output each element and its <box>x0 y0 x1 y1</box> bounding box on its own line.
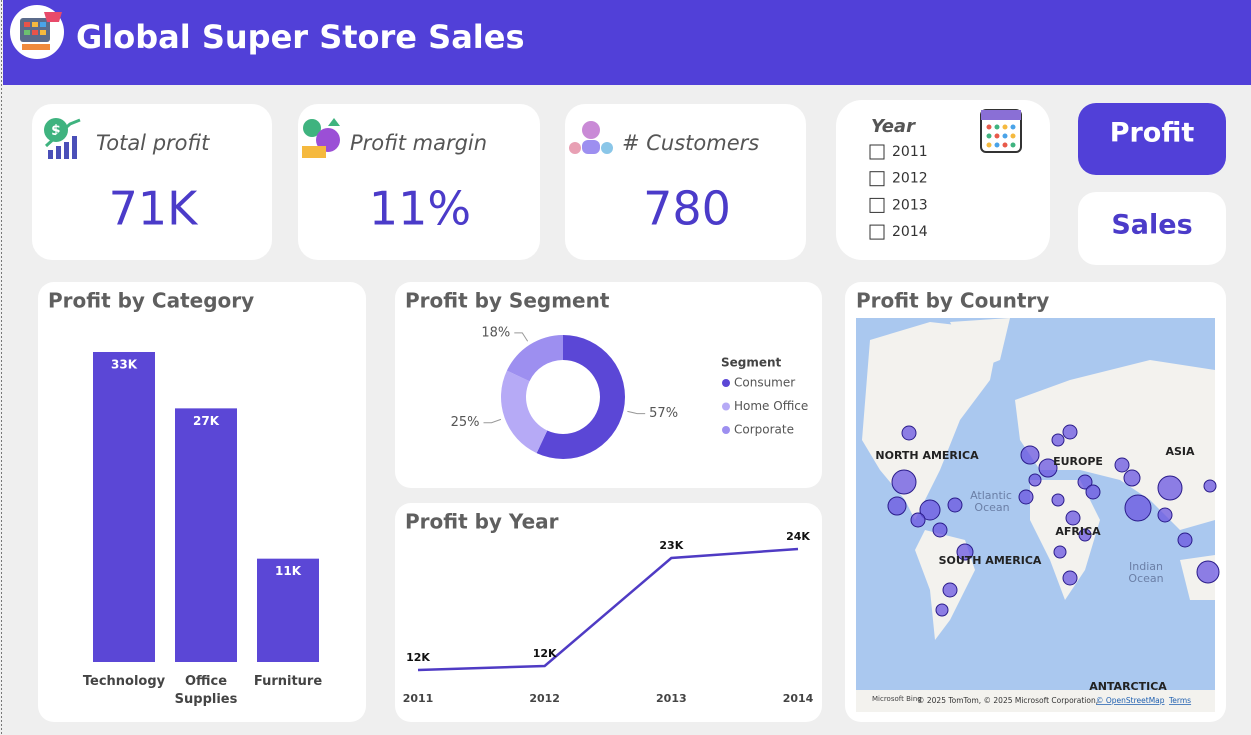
panel-title: Profit by Segment <box>405 289 610 313</box>
map-label: Ocean <box>1128 572 1163 585</box>
x-tick-label: 2011 <box>403 692 434 705</box>
point-label: 12K <box>406 651 430 664</box>
point-label: 12K <box>533 647 557 660</box>
kpi-value: 11% <box>369 182 471 236</box>
pie-slice <box>506 335 563 382</box>
bar-label: 27K <box>193 414 220 428</box>
kpi-label: # Customers <box>622 131 759 155</box>
bar-label: 11K <box>275 564 302 578</box>
bar <box>93 352 155 662</box>
point-label: 24K <box>786 530 810 543</box>
header-title: Global Super Store Sales <box>76 18 525 56</box>
x-label-box: Technology <box>82 674 166 689</box>
legend-label: Consumer <box>734 376 795 390</box>
checkbox[interactable] <box>869 171 885 187</box>
panel-title: Profit by Year <box>405 510 559 534</box>
kpi-value: 780 <box>643 182 731 236</box>
calendar-icon <box>980 109 1022 153</box>
kpi-card <box>32 104 272 260</box>
x-tick-label: 2014 <box>783 692 814 705</box>
bar <box>175 408 237 662</box>
map-label: EUROPE <box>1053 455 1103 468</box>
slice-label: 25% <box>451 415 480 430</box>
kpi-card <box>565 104 806 260</box>
panel-title: Profit by Country <box>856 289 1049 313</box>
filter-option: 2012 <box>892 171 928 187</box>
x-tick-label: Furniture <box>253 674 323 689</box>
map-terms[interactable]: Terms <box>1168 696 1191 705</box>
pie-slice <box>536 335 625 459</box>
checkbox[interactable] <box>869 224 885 240</box>
filter-option: 2013 <box>892 197 928 213</box>
kpi-value: 71K <box>109 182 200 236</box>
pie-slice <box>501 370 548 454</box>
svg-text:$: $ <box>51 123 61 139</box>
map-label: Indian <box>1129 560 1163 573</box>
leader-line <box>483 418 502 424</box>
map <box>856 318 1220 712</box>
map-label: Ocean <box>974 501 1009 514</box>
profit-button[interactable] <box>1078 103 1226 175</box>
kpi-icon: $ <box>44 118 81 159</box>
profit-button-label[interactable]: Profit <box>1110 118 1195 149</box>
map-brand: Microsoft Bing <box>872 695 922 703</box>
header-bar <box>3 0 1251 85</box>
legend-title: Segment <box>721 356 782 370</box>
kpi-icon <box>569 121 613 154</box>
map-label: NORTH AMERICA <box>875 449 979 462</box>
leader-line <box>514 332 529 342</box>
map-label: Atlantic <box>970 489 1012 502</box>
x-tick-label: 2013 <box>656 692 687 705</box>
legend-marker <box>722 379 730 387</box>
kpi-label: Profit margin <box>350 131 487 155</box>
line-series <box>417 547 799 672</box>
point-label: 23K <box>659 539 683 552</box>
legend-label: Corporate <box>734 423 794 437</box>
map-label: AFRICA <box>1055 525 1101 538</box>
filter-options: 2011 2012 2013 2014 <box>869 144 928 240</box>
header-icon <box>10 5 64 59</box>
bar-label: 33K <box>111 358 138 372</box>
map-label: ANTARCTICA <box>1089 680 1167 693</box>
slice-label: 18% <box>481 325 510 340</box>
map-label: SOUTH AMERICA <box>939 554 1042 567</box>
legend-marker <box>722 426 730 434</box>
legend-label: Home Office <box>734 399 808 413</box>
kpi-icon <box>302 118 340 158</box>
map-labels: NORTH AMERICA EUROPE ASIA AFRICA SOUTH AMERI… <box>872 445 1195 705</box>
checkbox[interactable] <box>869 144 885 160</box>
filter-option: 2011 <box>892 144 928 160</box>
map-attribution: © 2025 TomTom, © 2025 Microsoft Corporat… <box>917 696 1098 705</box>
sales-button[interactable] <box>1078 192 1226 265</box>
checkbox[interactable] <box>869 197 885 213</box>
leader-line <box>627 410 646 415</box>
slice-label: 57% <box>649 406 678 421</box>
sales-button-label[interactable]: Sales <box>1111 210 1192 241</box>
x-label-box: Furniture <box>253 674 323 689</box>
x-label-box: Office Supplies <box>174 674 238 707</box>
x-tick-label: Technology <box>82 674 166 689</box>
panel-title: Profit by Category <box>48 289 254 313</box>
kpi-label: Total profit <box>96 131 210 155</box>
filter-option: 2014 <box>892 224 928 240</box>
x-tick-label: 2012 <box>529 692 560 705</box>
x-tick-label: Office Supplies <box>174 674 238 707</box>
kpi-card <box>298 104 540 260</box>
legend-marker <box>722 402 730 411</box>
map-attribution-link[interactable]: © OpenStreetMap <box>1096 696 1165 705</box>
bar <box>257 558 319 662</box>
filter-title: Year <box>871 116 916 137</box>
map-label: ASIA <box>1165 445 1195 458</box>
